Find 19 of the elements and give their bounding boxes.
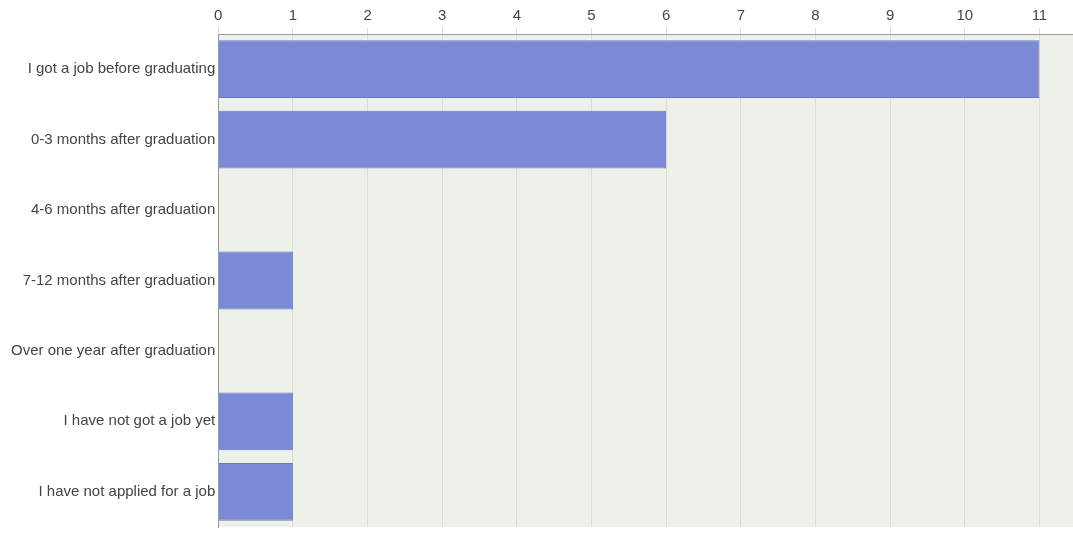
x-tick-label: 11 bbox=[1031, 6, 1048, 24]
y-tick-label: 7-12 months after graduation bbox=[22, 270, 216, 288]
x-tick-label: 8 bbox=[811, 6, 820, 24]
x-tick-label: 4 bbox=[512, 6, 522, 24]
y-tick-label: I have not got a job yet bbox=[63, 411, 217, 429]
y-tick-label: I got a job before graduating bbox=[27, 59, 216, 77]
x-tick-label: 5 bbox=[587, 6, 596, 24]
x-tick-label: 2 bbox=[363, 6, 372, 24]
x-tick-label: 3 bbox=[438, 6, 447, 24]
y-tick-label: 4-6 months after graduation bbox=[31, 200, 216, 218]
x-tick-label: 7 bbox=[736, 6, 745, 24]
x-tick-label: 10 bbox=[956, 6, 974, 24]
x-tick-label: 9 bbox=[885, 6, 895, 24]
y-tick-label: 0-3 months after graduation bbox=[31, 129, 216, 147]
x-tick-label: 0 bbox=[214, 6, 223, 24]
x-tick-label: 6 bbox=[662, 6, 671, 24]
x-tick-label: 1 bbox=[288, 6, 298, 24]
y-tick-label: I have not applied for a job bbox=[38, 481, 216, 499]
y-tick-label: Over one year after graduation bbox=[10, 341, 216, 359]
